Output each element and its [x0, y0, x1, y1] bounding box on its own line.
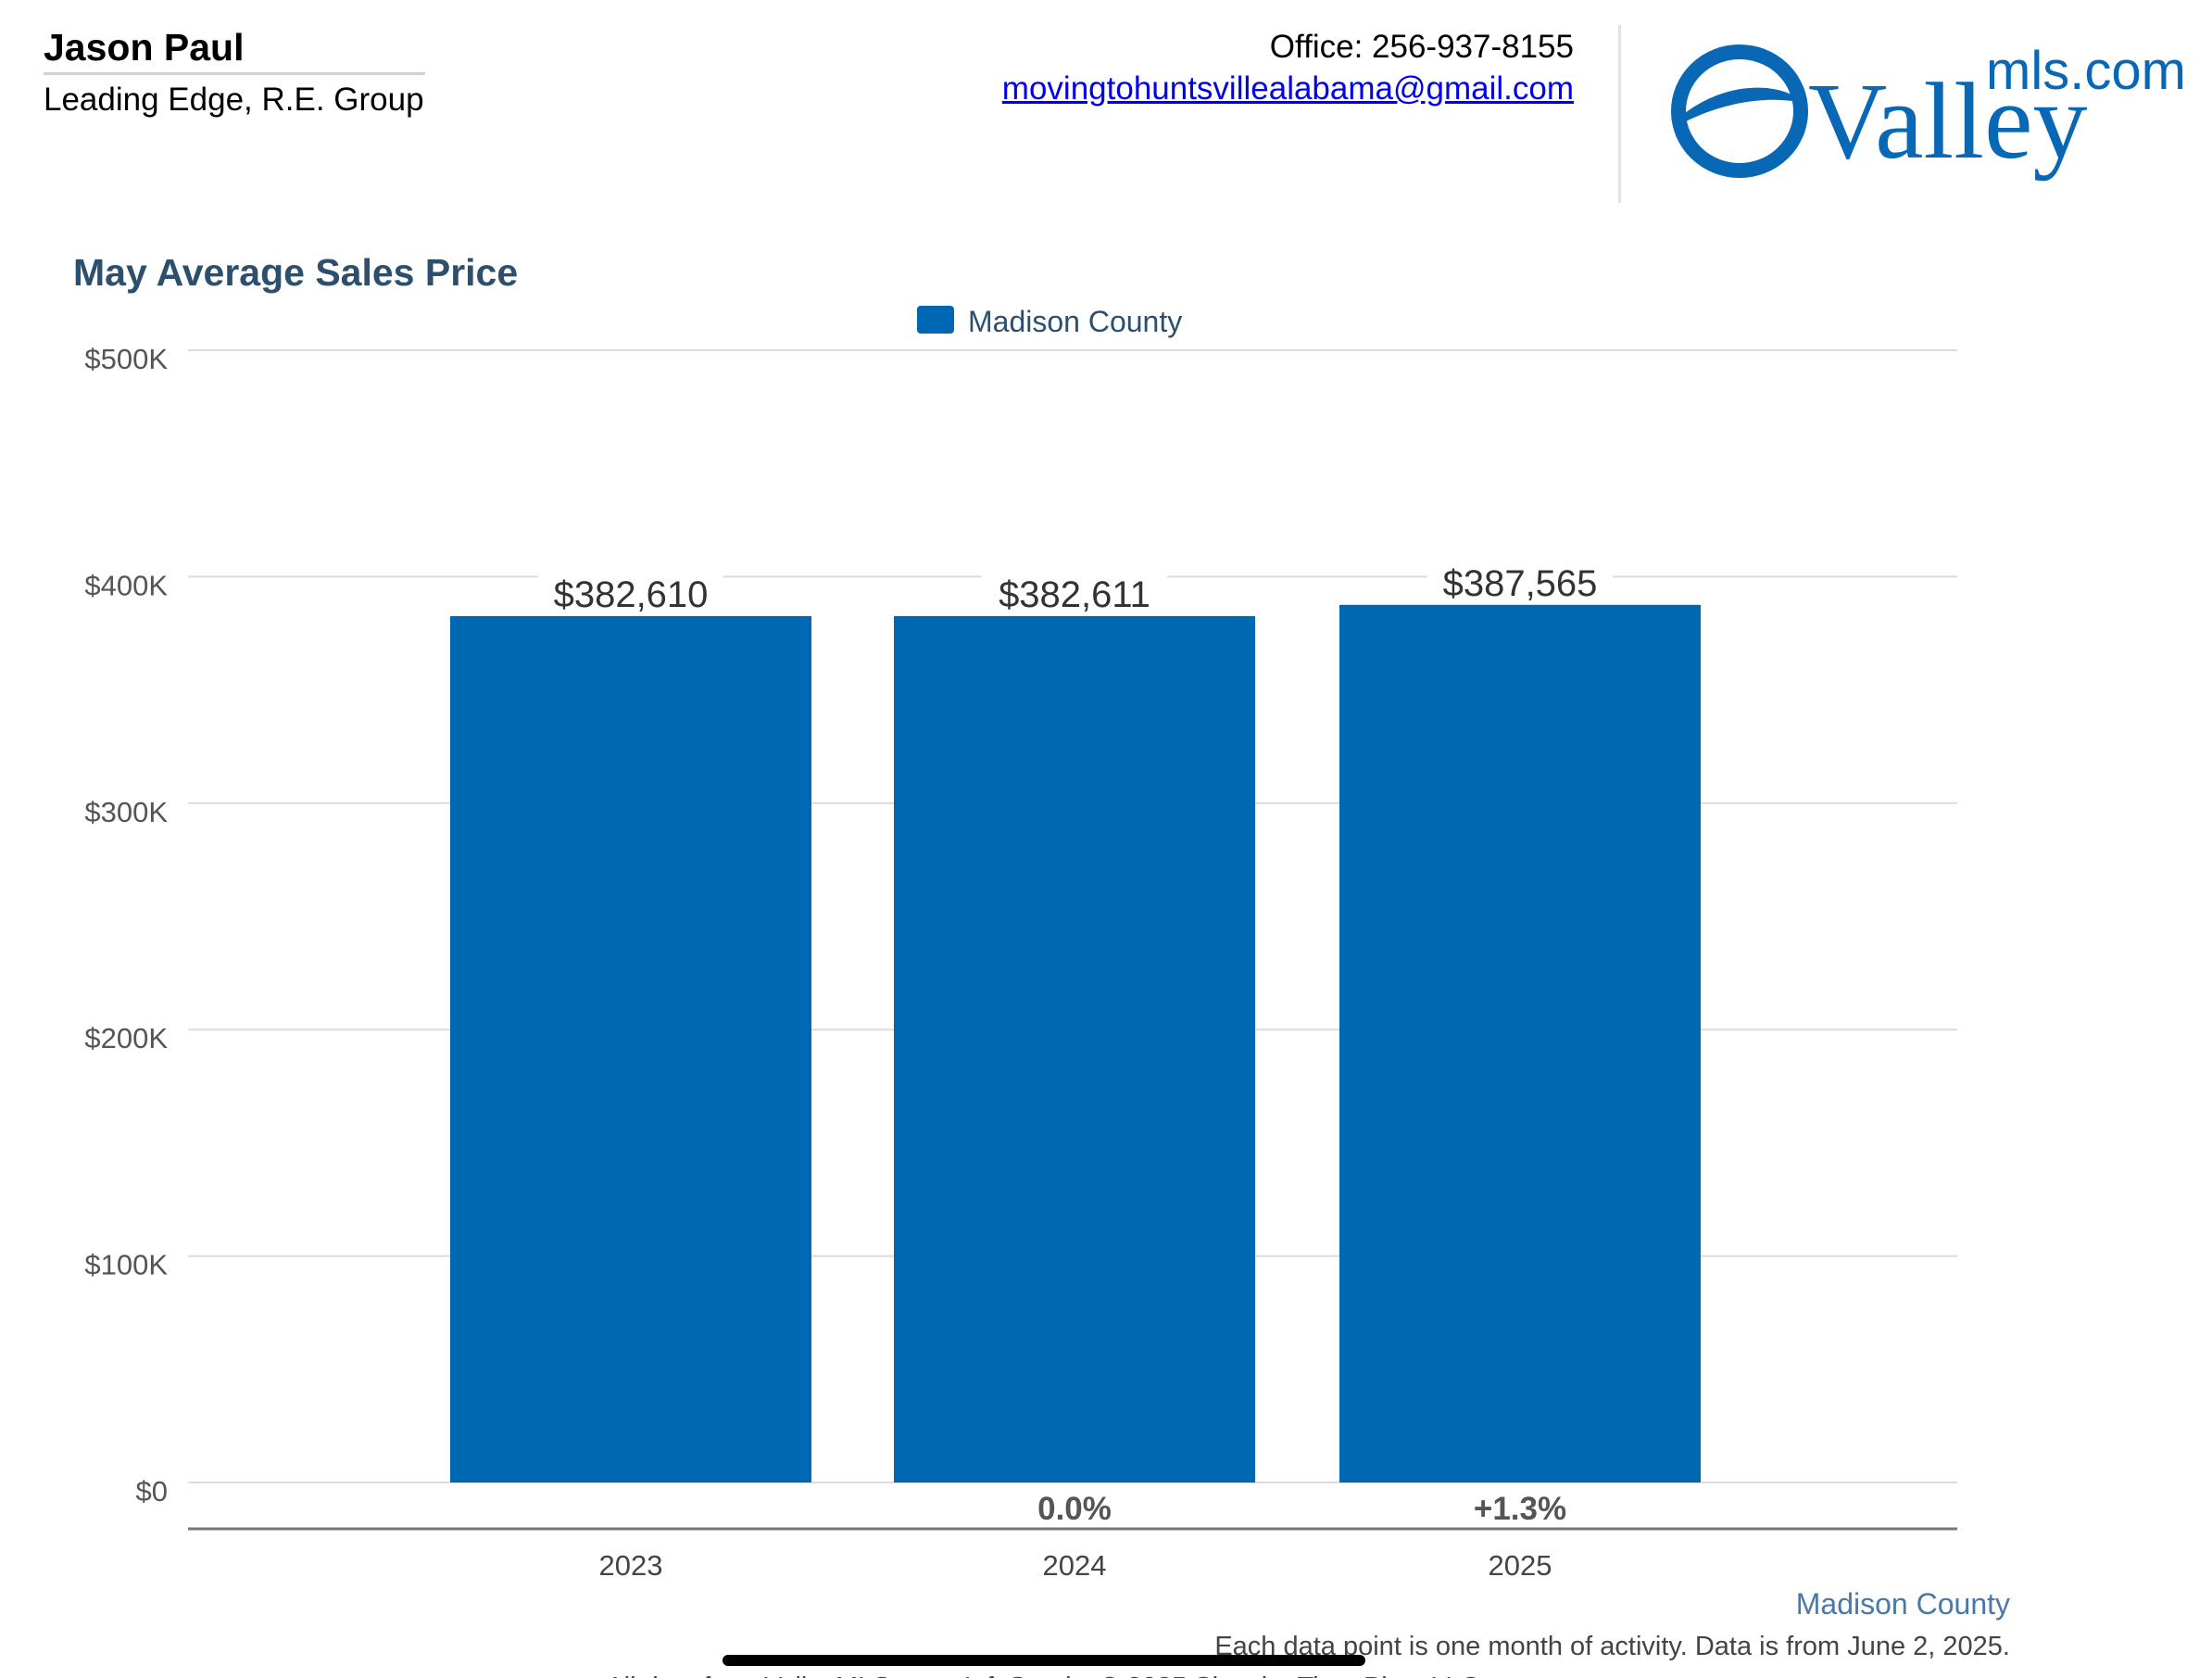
y-tick-label: $100K: [84, 1249, 168, 1281]
bar-label-bg: [538, 567, 723, 612]
office-phone: Office: 256-937-8155: [1269, 29, 1574, 65]
y-tick-label: $0: [136, 1475, 168, 1508]
change-label: +1.3%: [1474, 1491, 1566, 1527]
legend-label: Madison County: [968, 305, 1182, 338]
header-divider: [1618, 25, 1621, 203]
legend-swatch: [917, 306, 954, 334]
x-tick-label: 2025: [1489, 1549, 1552, 1582]
valleymls-logo: Valley mls.com: [1671, 41, 2186, 182]
agent-company: Leading Edge, R.E. Group: [44, 82, 424, 118]
bar: [450, 615, 811, 1482]
bar-value-label: $382,611: [999, 574, 1150, 615]
bar: [1339, 604, 1701, 1482]
x-tick-label: 2023: [599, 1549, 663, 1582]
y-tick-label: $500K: [84, 343, 168, 375]
logo-swoosh-icon: [1680, 87, 1806, 124]
bar-label-bg: [1427, 556, 1613, 601]
logo-circle-icon: [1671, 44, 1808, 178]
y-tick-label: $400K: [84, 569, 168, 601]
footer-source: All data from ValleyMLS.com. InfoSparks …: [606, 1672, 1487, 1678]
bar: [894, 615, 1255, 1482]
footer-region: Madison County: [1796, 1587, 2010, 1621]
bar-value-label: $382,610: [554, 574, 709, 615]
bar-value-label: $387,565: [1443, 563, 1598, 604]
x-tick-label: 2024: [1043, 1549, 1107, 1582]
logo-text-sup: mls.com: [1986, 41, 2186, 101]
y-tick-label: $200K: [84, 1022, 168, 1054]
scroll-indicator[interactable]: [723, 1655, 1365, 1666]
agent-name: Jason Paul: [44, 26, 245, 69]
y-tick-label: $300K: [84, 796, 168, 828]
chart-title: May Average Sales Price: [73, 251, 518, 294]
agent-name-divider: [44, 72, 425, 75]
logo-text-main: Valley: [1808, 60, 2087, 182]
email-link[interactable]: movingtohuntsvillealabama@gmail.com: [1001, 70, 1574, 107]
change-label: 0.0%: [1037, 1491, 1112, 1527]
bar-label-bg: [982, 567, 1167, 612]
